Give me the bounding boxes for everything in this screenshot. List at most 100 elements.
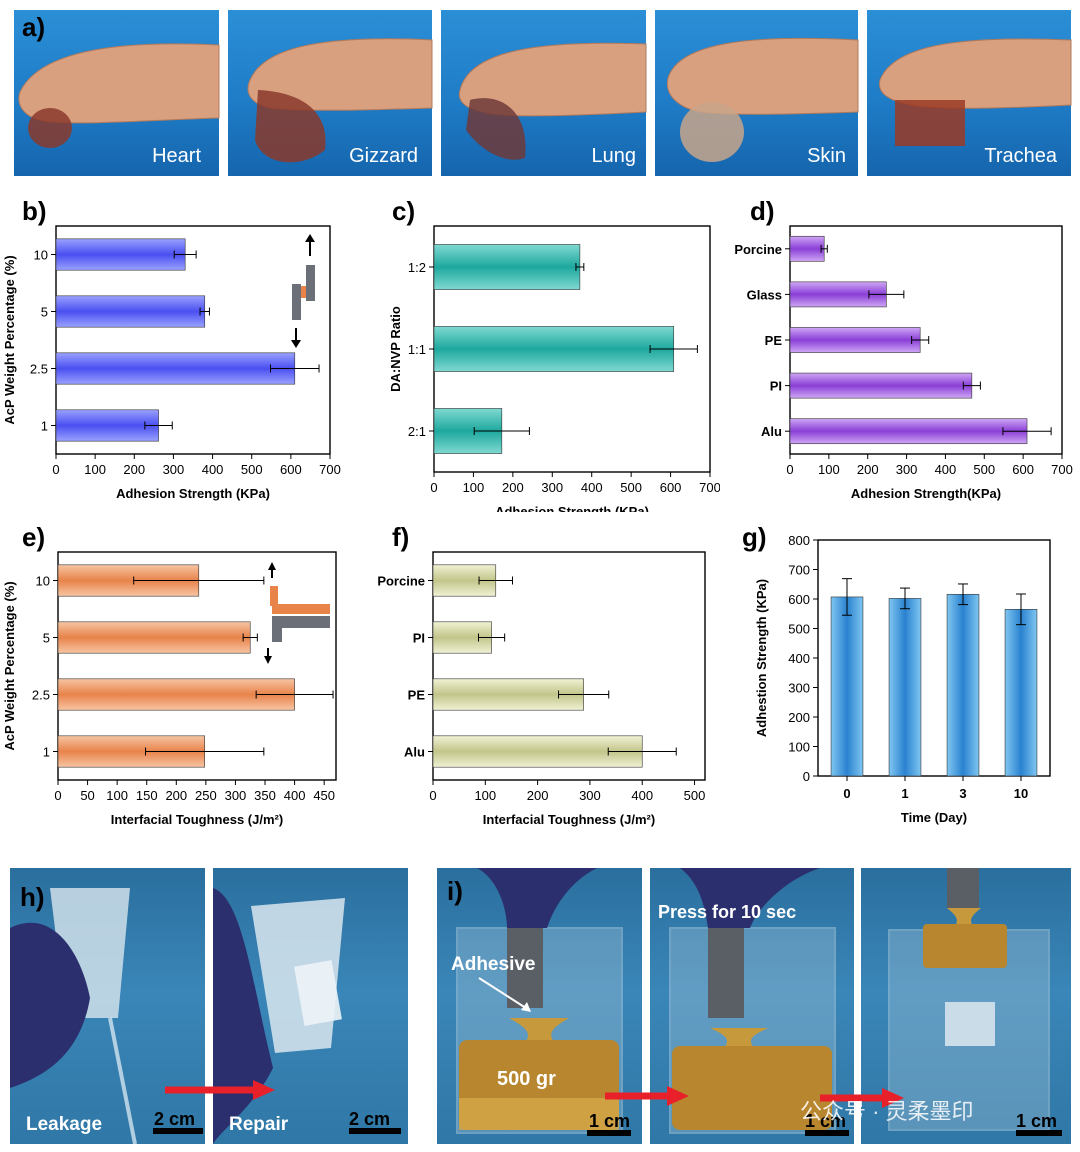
label-gizzard: Gizzard bbox=[349, 145, 418, 167]
leakage-illustration bbox=[10, 888, 137, 1144]
xtick-label-d-2: 200 bbox=[857, 462, 879, 477]
scalebar-i-2 bbox=[805, 1130, 849, 1136]
bar-b-1 bbox=[55, 352, 296, 385]
schematic-b-arrow-up-head bbox=[305, 234, 315, 242]
xtick-label-g-2: 3 bbox=[959, 786, 966, 801]
xtick-label-g-1: 1 bbox=[901, 786, 908, 801]
xtick-label-c-1: 100 bbox=[463, 480, 485, 495]
panel-letter-i: i) bbox=[447, 876, 463, 906]
beaker-3-illustration bbox=[888, 868, 1050, 1131]
plot-frame-f bbox=[432, 551, 706, 781]
ytick-label-b-2: 5 bbox=[41, 305, 48, 320]
ytick-label-c-2: 1:2 bbox=[408, 260, 426, 275]
schematic-b-plate-1 bbox=[292, 284, 301, 320]
scale-label-i-2: 1 cm bbox=[805, 1111, 847, 1131]
scalebar-leakage bbox=[153, 1128, 203, 1134]
ytick-label-d-1: PI bbox=[770, 379, 782, 394]
xtick-label-b-3: 300 bbox=[163, 462, 185, 477]
xlabel-g: Time (Day) bbox=[901, 810, 967, 825]
bar-b-3 bbox=[55, 238, 186, 271]
xtick-label-e-7: 350 bbox=[254, 788, 276, 803]
xtick-label-e-4: 200 bbox=[165, 788, 187, 803]
xlabel-f: Interfacial Toughness (J/m²) bbox=[483, 812, 655, 827]
schematic-e-arrow-down-head bbox=[264, 656, 272, 664]
ytick-label-f-1: PE bbox=[408, 688, 426, 703]
photo-beaker-2: Press for 10 sec 1 cm bbox=[650, 868, 854, 1144]
schematic-e-peel bbox=[270, 586, 278, 606]
scale-label-repair: 2 cm bbox=[349, 1109, 391, 1129]
scalebar-i-3 bbox=[1016, 1130, 1062, 1136]
bar-d-2 bbox=[789, 327, 921, 353]
xtick-label-e-6: 300 bbox=[225, 788, 247, 803]
ytick-label-g-5: 500 bbox=[788, 622, 810, 637]
label-adhesive: Adhesive bbox=[451, 954, 536, 975]
ytick-label-f-0: Alu bbox=[404, 745, 425, 760]
ylabel-g: Adhestion Strength (KPa) bbox=[754, 579, 769, 737]
ylabel-c: DA:NVP Ratio bbox=[388, 306, 403, 392]
photo-beaker-1: Adhesive 500 gr 1 cm bbox=[437, 868, 642, 1144]
chart-c: 0 100 200 300 400 500 600 700 Adhesion Strength … bbox=[388, 225, 720, 512]
schematic-e bbox=[264, 562, 330, 664]
chart-d: 0 100 200 300 400 500 600 700 Adhesion Strength(… bbox=[734, 225, 1073, 501]
ytick-label-g-1: 100 bbox=[788, 740, 810, 755]
xtick-label-c-3: 300 bbox=[541, 480, 563, 495]
label-leakage: Leakage bbox=[26, 1114, 103, 1135]
xtick-label-c-4: 400 bbox=[581, 480, 603, 495]
xtick-label-f-5: 500 bbox=[684, 788, 706, 803]
xtick-label-f-3: 300 bbox=[579, 788, 601, 803]
xtick-label-e-5: 250 bbox=[195, 788, 217, 803]
ytick-label-e-3: 10 bbox=[36, 574, 50, 589]
xtick-label-e-9: 450 bbox=[313, 788, 335, 803]
xtick-label-e-0: 0 bbox=[54, 788, 61, 803]
bar-e-2 bbox=[57, 621, 251, 654]
scalebar-repair bbox=[349, 1128, 401, 1134]
xtick-label-d-6: 600 bbox=[1012, 462, 1034, 477]
label-skin: Skin bbox=[807, 145, 846, 167]
panel-letter-e: e) bbox=[22, 522, 46, 552]
panel-letter-f: f) bbox=[392, 522, 410, 552]
ytick-label-d-4: Porcine bbox=[734, 242, 782, 257]
label-trachea: Trachea bbox=[984, 145, 1057, 167]
beaker-1-illustration bbox=[456, 868, 623, 1134]
bar-d-4 bbox=[789, 235, 825, 262]
xlabel-c: Adhesion Strength (KPa) bbox=[495, 504, 649, 512]
ytick-label-g-3: 300 bbox=[788, 681, 810, 696]
ylabel-b: AcP Weight Percentage (%) bbox=[2, 255, 17, 424]
xtick-label-d-0: 0 bbox=[786, 462, 793, 477]
xtick-label-e-1: 50 bbox=[80, 788, 94, 803]
plot-frame-b bbox=[55, 225, 331, 455]
xtick-label-e-2: 100 bbox=[106, 788, 128, 803]
label-press: Press for 10 sec bbox=[658, 902, 797, 922]
chart-e: 0 50 100 150 200 250 300 350 400 450 Interfacial T… bbox=[2, 551, 337, 827]
bar-e-1 bbox=[57, 678, 295, 711]
panel-letter-c: c) bbox=[392, 196, 416, 226]
bar-g-3 bbox=[1004, 609, 1038, 777]
schematic-e-arrow-up-head bbox=[268, 562, 276, 570]
scale-label-i-3: 1 cm bbox=[1016, 1111, 1058, 1131]
panel-letter-h: h) bbox=[20, 882, 45, 912]
ytick-label-d-2: PE bbox=[765, 333, 783, 348]
ytick-label-b-0: 1 bbox=[41, 419, 48, 434]
chart-b: 0 100 200 300 400 500 600 700 Adhesion Strength … bbox=[2, 225, 341, 501]
ytick-label-g-0: 0 bbox=[803, 769, 810, 784]
finger-illustrations bbox=[18, 37, 1072, 163]
repair-illustration bbox=[213, 888, 345, 1144]
watermark: 公众号 · 灵柔墨印 bbox=[800, 1099, 974, 1124]
xtick-label-b-1: 100 bbox=[84, 462, 106, 477]
schematic-b-arrow-down-head bbox=[291, 340, 301, 348]
bar-d-1 bbox=[789, 372, 973, 399]
ytick-label-g-4: 400 bbox=[788, 651, 810, 666]
xtick-label-c-6: 600 bbox=[660, 480, 682, 495]
bar-g-2 bbox=[946, 593, 980, 777]
label-lung: Lung bbox=[591, 145, 637, 167]
ytick-label-e-2: 5 bbox=[43, 631, 50, 646]
scale-label-leakage: 2 cm bbox=[154, 1109, 196, 1129]
schematic-b-adhesive bbox=[301, 286, 306, 298]
xtick-label-f-4: 400 bbox=[631, 788, 653, 803]
schematic-b-plate-2 bbox=[306, 265, 315, 301]
label-weight: 500 gr bbox=[497, 1068, 556, 1090]
schematic-e-plate-1 bbox=[272, 616, 330, 628]
xtick-label-f-1: 100 bbox=[474, 788, 496, 803]
ytick-label-g-7: 700 bbox=[788, 563, 810, 578]
